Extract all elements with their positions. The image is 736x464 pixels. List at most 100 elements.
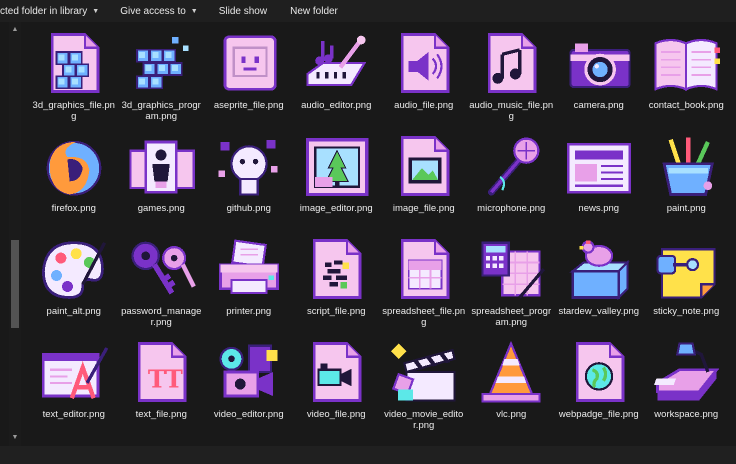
give-access-label: Give access to — [120, 5, 186, 17]
file-item[interactable]: video_movie_editor.png — [380, 337, 468, 440]
framed-picture-icon — [301, 133, 371, 199]
firefox-icon — [39, 133, 109, 199]
keys-icon — [126, 236, 197, 302]
file-item[interactable]: spreadsheet_program.png — [468, 234, 556, 337]
scroll-thumb[interactable] — [11, 240, 19, 328]
speaker-document-icon — [389, 30, 459, 96]
file-name-label: spreadsheet_program.png — [471, 306, 552, 328]
file-name-label: audio_editor.png — [301, 100, 372, 111]
file-item[interactable]: firefox.png — [30, 131, 118, 234]
file-item[interactable]: contact_book.png — [643, 28, 731, 131]
file-item[interactable]: aseprite_file.png — [205, 28, 293, 131]
file-name-label: text_file.png — [135, 409, 187, 420]
file-item[interactable]: github.png — [205, 131, 293, 234]
file-item[interactable]: news.png — [555, 131, 643, 234]
chicken-box-icon — [564, 236, 634, 302]
file-item[interactable]: webpadge_file.png — [555, 337, 643, 440]
file-name-label: news.png — [578, 203, 620, 214]
file-name-label: contact_book.png — [648, 100, 724, 111]
file-name-label: image_file.png — [392, 203, 455, 214]
open-book-icon — [651, 30, 721, 96]
sticky-note-icon — [651, 236, 721, 302]
file-item[interactable]: password_manager.png — [118, 234, 206, 337]
file-item[interactable]: microphone.png — [468, 131, 556, 234]
file-name-label: aseprite_file.png — [213, 100, 284, 111]
file-item[interactable]: stardew_valley.png — [555, 234, 643, 337]
traffic-cone-icon — [476, 339, 546, 405]
file-item[interactable]: printer.png — [205, 234, 293, 337]
file-name-label: sticky_note.png — [653, 306, 720, 317]
camera-icon — [564, 30, 634, 96]
file-name-label: password_manager.png — [121, 306, 202, 328]
microphone-icon — [476, 133, 546, 199]
file-name-label: workspace.png — [654, 409, 719, 420]
globe-document-icon — [564, 339, 634, 405]
file-name-label: stardew_valley.png — [558, 306, 640, 317]
text-editor-pen-icon — [39, 339, 109, 405]
slide-show-label: Slide show — [218, 5, 268, 17]
file-item[interactable]: image_editor.png — [293, 131, 381, 234]
scroll-up-icon[interactable]: ▲ — [11, 26, 19, 33]
file-item[interactable]: text_editor.png — [30, 337, 118, 440]
file-item[interactable]: TT text_file.png — [118, 337, 206, 440]
clapperboard-icon — [389, 339, 459, 405]
printer-icon — [214, 236, 284, 302]
paint-palette-icon — [39, 236, 109, 302]
file-name-label: games.png — [137, 203, 185, 214]
desk-lamp-icon — [651, 339, 721, 405]
file-name-label: audio_file.png — [394, 100, 454, 111]
file-item[interactable]: audio_editor.png — [293, 28, 381, 131]
video-camera-reels-icon — [214, 339, 284, 405]
include-in-library-button[interactable]: cted folder in library ▼ — [0, 0, 99, 22]
file-item[interactable]: workspace.png — [643, 337, 731, 440]
file-item[interactable]: 3d_graphics_program.png — [118, 28, 206, 131]
video-camera-document-icon — [301, 339, 371, 405]
status-bar — [0, 446, 736, 464]
file-name-label: script_file.png — [306, 306, 366, 317]
file-item[interactable]: spreadsheet_file.png — [380, 234, 468, 337]
file-name-label: video_movie_editor.png — [384, 409, 464, 431]
file-item[interactable]: vlc.png — [468, 337, 556, 440]
file-item[interactable]: audio_file.png — [380, 28, 468, 131]
aseprite-face-icon — [214, 30, 284, 96]
new-folder-label: New folder — [290, 5, 338, 17]
svg-text:TT: TT — [148, 364, 183, 393]
file-name-label: paint_alt.png — [46, 306, 101, 317]
file-name-label: webpadge_file.png — [558, 409, 639, 420]
file-name-label: printer.png — [226, 306, 272, 317]
text-tt-document-icon: TT — [126, 339, 196, 405]
file-grid: 3d_graphics_file.png 3d_graphics_program.… — [30, 28, 730, 440]
file-name-label: camera.png — [573, 100, 624, 111]
picture-document-icon — [389, 133, 459, 199]
file-item[interactable]: script_file.png — [293, 234, 381, 337]
file-name-label: 3d_graphics_program.png — [121, 100, 201, 122]
file-item[interactable]: 3d_graphics_file.png — [30, 28, 118, 131]
file-item[interactable]: games.png — [118, 131, 206, 234]
give-access-button[interactable]: Give access to ▼ — [120, 0, 198, 22]
3d-cubes-icon — [126, 30, 196, 96]
playing-cards-icon — [126, 133, 196, 199]
chevron-down-icon: ▼ — [92, 7, 100, 15]
file-item[interactable]: paint.png — [643, 131, 731, 234]
file-name-label: paint.png — [666, 203, 706, 214]
file-item[interactable]: paint_alt.png — [30, 234, 118, 337]
file-name-label: microphone.png — [477, 203, 546, 214]
file-name-label: audio_music_file.png — [469, 100, 554, 122]
slide-show-button[interactable]: Slide show — [219, 0, 267, 22]
file-item[interactable]: video_file.png — [293, 337, 381, 440]
3d-cubes-document-icon — [39, 30, 109, 96]
file-item[interactable]: audio_music_file.png — [468, 28, 556, 131]
new-folder-button[interactable]: New folder — [290, 0, 338, 22]
file-item[interactable]: image_file.png — [380, 131, 468, 234]
include-in-library-label: cted folder in library — [0, 5, 88, 17]
file-item[interactable]: sticky_note.png — [643, 234, 731, 337]
file-item[interactable]: camera.png — [555, 28, 643, 131]
calculator-sheet-icon — [476, 236, 546, 302]
file-item[interactable]: video_editor.png — [205, 337, 293, 440]
vertical-scrollbar[interactable]: ▲ ▼ — [9, 22, 21, 446]
file-name-label: firefox.png — [51, 203, 96, 214]
file-name-label: 3d_graphics_file.png — [32, 100, 115, 122]
file-name-label: video_editor.png — [213, 409, 284, 420]
file-name-label: video_file.png — [306, 409, 366, 420]
scroll-down-icon[interactable]: ▼ — [11, 434, 19, 441]
